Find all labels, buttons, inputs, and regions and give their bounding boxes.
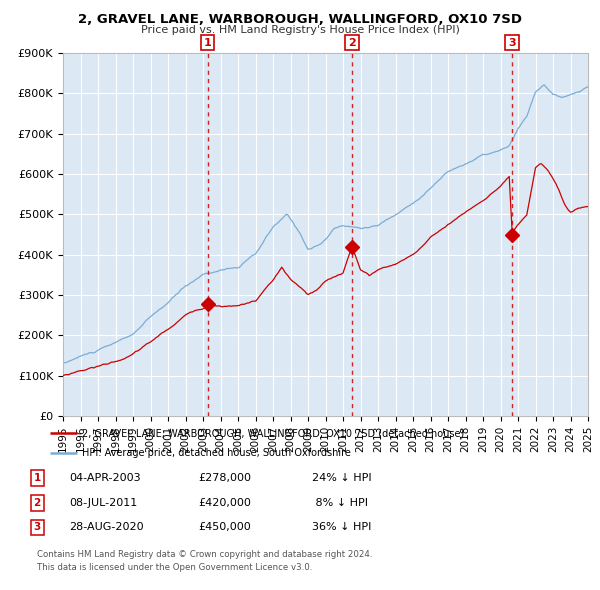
Text: 2: 2 (348, 38, 356, 48)
Text: Contains HM Land Registry data © Crown copyright and database right 2024.: Contains HM Land Registry data © Crown c… (37, 550, 373, 559)
Text: 24% ↓ HPI: 24% ↓ HPI (312, 473, 371, 483)
Text: This data is licensed under the Open Government Licence v3.0.: This data is licensed under the Open Gov… (37, 563, 313, 572)
Text: 2, GRAVEL LANE, WARBOROUGH, WALLINGFORD, OX10 7SD (detached house): 2, GRAVEL LANE, WARBOROUGH, WALLINGFORD,… (83, 428, 465, 438)
Text: 1: 1 (204, 38, 212, 48)
Text: £278,000: £278,000 (198, 473, 251, 483)
Text: 36% ↓ HPI: 36% ↓ HPI (312, 523, 371, 532)
Text: 2: 2 (34, 498, 41, 507)
Text: 2, GRAVEL LANE, WARBOROUGH, WALLINGFORD, OX10 7SD: 2, GRAVEL LANE, WARBOROUGH, WALLINGFORD,… (78, 13, 522, 26)
Text: HPI: Average price, detached house, South Oxfordshire: HPI: Average price, detached house, Sout… (83, 448, 352, 458)
Text: 3: 3 (508, 38, 516, 48)
Text: Price paid vs. HM Land Registry's House Price Index (HPI): Price paid vs. HM Land Registry's House … (140, 25, 460, 35)
Text: £420,000: £420,000 (198, 498, 251, 507)
Text: 3: 3 (34, 523, 41, 532)
Text: 8% ↓ HPI: 8% ↓ HPI (312, 498, 368, 507)
Text: £450,000: £450,000 (198, 523, 251, 532)
Text: 1: 1 (34, 473, 41, 483)
Text: 04-APR-2003: 04-APR-2003 (69, 473, 140, 483)
Text: 08-JUL-2011: 08-JUL-2011 (69, 498, 137, 507)
Text: 28-AUG-2020: 28-AUG-2020 (69, 523, 143, 532)
